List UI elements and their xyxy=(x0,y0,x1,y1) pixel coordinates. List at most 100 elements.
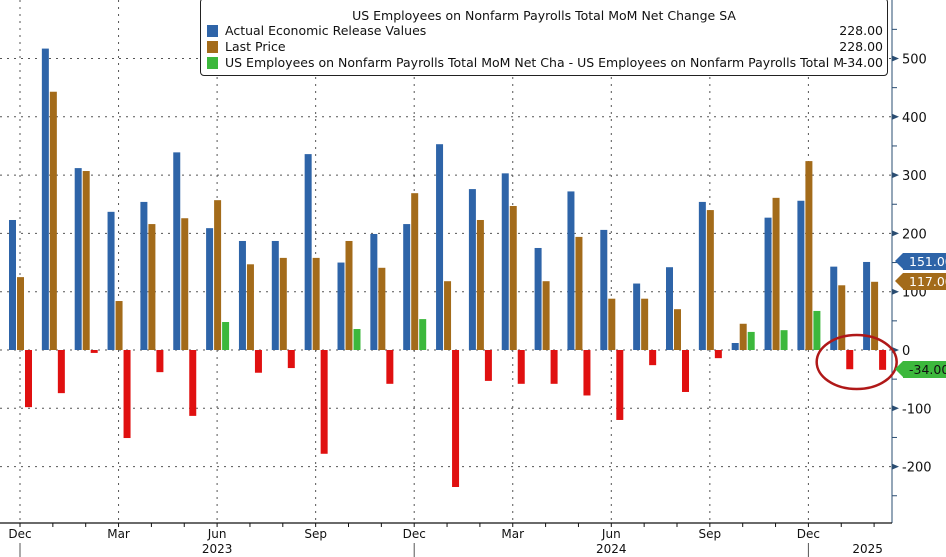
bar-actual xyxy=(107,211,115,350)
bar-last-price xyxy=(115,301,123,350)
bar-last-price xyxy=(279,257,287,350)
bar-difference xyxy=(846,350,854,370)
bar-difference xyxy=(452,350,460,488)
y-tick-label: 300 xyxy=(902,169,927,184)
bar-last-price xyxy=(575,236,583,350)
bar-actual xyxy=(206,228,214,350)
y-tick-label: 400 xyxy=(902,111,927,126)
bar-difference xyxy=(813,310,821,350)
bar-difference xyxy=(90,350,98,353)
bar-difference xyxy=(156,350,164,373)
x-tick-label: Mar xyxy=(107,527,130,541)
bar-actual xyxy=(74,168,82,350)
bar-last-price xyxy=(49,91,57,350)
bar-last-price xyxy=(17,277,24,350)
legend: US Employees on Nonfarm Payrolls Total M… xyxy=(200,0,888,76)
bar-difference xyxy=(616,350,624,420)
bar-actual xyxy=(140,201,148,350)
x-tick-label: Jun xyxy=(601,527,621,541)
y-tick-marker xyxy=(892,172,899,179)
bar-actual xyxy=(9,219,16,350)
bar-difference xyxy=(583,350,591,396)
bar-difference xyxy=(484,350,492,381)
x-tick-label: Sep xyxy=(304,527,327,541)
bar-difference xyxy=(649,350,657,366)
bar-actual xyxy=(797,200,805,350)
legend-swatch-last-price xyxy=(207,40,218,53)
bar-difference xyxy=(419,319,427,350)
bar-actual xyxy=(238,240,246,350)
legend-swatch-difference xyxy=(207,56,218,69)
bar-difference xyxy=(353,329,361,350)
bar-last-price xyxy=(444,281,452,350)
bar-actual xyxy=(863,261,871,350)
last-value-tag: 117.00 xyxy=(895,273,946,291)
bar-actual xyxy=(337,262,345,350)
bar-actual xyxy=(41,48,49,351)
bar-difference xyxy=(879,350,887,370)
y-tick-marker xyxy=(892,55,899,62)
legend-value-last-price: 228.00 xyxy=(839,39,883,54)
legend-item-difference: US Employees on Nonfarm Payrolls Total M… xyxy=(207,55,883,70)
x-tick-label: Sep xyxy=(699,527,722,541)
bar-last-price xyxy=(214,200,222,350)
bar-last-price xyxy=(739,323,747,350)
y-tick-label: -200 xyxy=(902,461,932,476)
bar-difference xyxy=(25,350,32,408)
bar-last-price xyxy=(411,193,419,350)
bar-last-price xyxy=(641,298,649,350)
y-tick-label: 200 xyxy=(902,227,927,242)
chart-title: US Employees on Nonfarm Payrolls Total M… xyxy=(352,8,736,23)
y-tick-label: 500 xyxy=(902,53,927,68)
bar-actual xyxy=(764,217,772,350)
bar-difference xyxy=(517,350,525,384)
bar-actual xyxy=(567,191,575,350)
bar-last-price xyxy=(181,218,189,350)
x-tick-label: Dec xyxy=(403,527,426,541)
bar-difference xyxy=(189,350,197,416)
bar-actual xyxy=(534,247,542,350)
bar-last-price xyxy=(246,264,254,350)
legend-label-last-price: Last Price xyxy=(225,39,286,54)
bar-actual xyxy=(271,240,279,350)
bar-last-price xyxy=(871,281,879,350)
bar-actual xyxy=(370,233,378,350)
bar-actual xyxy=(633,283,641,350)
bars xyxy=(9,48,887,488)
legend-label-actual: Actual Economic Release Values xyxy=(225,23,427,38)
bar-difference xyxy=(320,350,328,454)
legend-swatch-actual xyxy=(207,24,218,37)
bar-last-price xyxy=(345,240,353,350)
bar-last-price xyxy=(378,267,386,350)
bar-last-price xyxy=(542,281,550,350)
bar-last-price xyxy=(148,224,156,350)
last-value-tag: -34.00 xyxy=(894,361,946,379)
bar-difference xyxy=(780,330,788,350)
bar-last-price xyxy=(805,161,813,350)
x-tick-label: Dec xyxy=(8,527,31,541)
y-tick-label: -100 xyxy=(902,402,932,417)
bar-actual xyxy=(698,201,706,350)
bar-last-price xyxy=(674,309,681,350)
bar-last-price xyxy=(82,171,90,350)
bar-last-price xyxy=(706,210,714,350)
bar-actual xyxy=(436,144,444,350)
y-tick-marker xyxy=(892,288,899,295)
bar-last-price xyxy=(608,298,616,350)
legend-label-difference: US Employees on Nonfarm Payrolls Total M… xyxy=(225,55,843,70)
bar-actual xyxy=(468,189,476,350)
x-year-label: 2025 xyxy=(852,542,883,556)
bar-last-price xyxy=(312,257,320,350)
last-value-tag: 151.00 xyxy=(895,253,946,271)
legend-value-actual: 228.00 xyxy=(839,23,883,38)
x-year-label: 2023 xyxy=(202,542,233,556)
bar-difference xyxy=(682,350,689,392)
y-tick-marker xyxy=(892,230,899,237)
bar-actual xyxy=(173,152,181,350)
bar-last-price xyxy=(509,205,517,350)
y-tick-label: 0 xyxy=(902,344,910,359)
bar-difference xyxy=(123,350,131,439)
